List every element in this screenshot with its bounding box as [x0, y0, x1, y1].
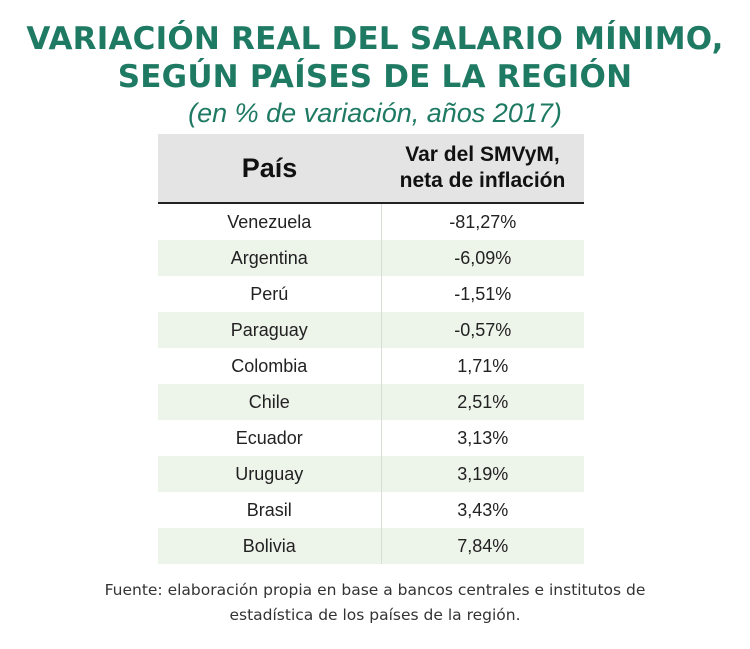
column-header-country: País — [158, 134, 381, 204]
cell-value: 3,19% — [381, 456, 584, 492]
cell-value: -0,57% — [381, 312, 584, 348]
cell-country: Uruguay — [158, 456, 382, 492]
table-header-row: País Var del SMVyM, neta de inflación — [158, 134, 584, 204]
column-header-value-line-1: Var del SMVyM, — [405, 143, 560, 166]
cell-country: Venezuela — [158, 203, 382, 240]
cell-value: -1,51% — [381, 276, 584, 312]
cell-country: Perú — [158, 276, 382, 312]
cell-country: Ecuador — [158, 420, 382, 456]
table-row: Bolivia 7,84% — [158, 528, 584, 564]
column-header-value-line-2: neta de inflación — [399, 169, 566, 192]
cell-country: Chile — [158, 384, 382, 420]
table-row: Uruguay 3,19% — [158, 456, 584, 492]
cell-value: 3,13% — [381, 420, 584, 456]
table-row: Argentina -6,09% — [158, 240, 584, 276]
table-row: Ecuador 3,13% — [158, 420, 584, 456]
source-note-line-1: Fuente: elaboración propia en base a ban… — [104, 581, 646, 599]
cell-country: Brasil — [158, 492, 382, 528]
cell-country: Paraguay — [158, 312, 382, 348]
table-row: Paraguay -0,57% — [158, 312, 584, 348]
cell-value: 2,51% — [381, 384, 584, 420]
cell-value: -81,27% — [381, 203, 584, 240]
table-row: Brasil 3,43% — [158, 492, 584, 528]
chart-title-line-2: SEGÚN PAÍSES DE LA REGIÓN — [117, 59, 633, 95]
chart-title-line-1: VARIACIÓN REAL DEL SALARIO MÍNIMO, — [26, 21, 724, 57]
cell-country: Colombia — [158, 348, 382, 384]
cell-value: 3,43% — [381, 492, 584, 528]
column-header-value: Var del SMVyM, neta de inflación — [381, 134, 584, 204]
table-row: Chile 2,51% — [158, 384, 584, 420]
table-row: Colombia 1,71% — [158, 348, 584, 384]
cell-value: 1,71% — [381, 348, 584, 384]
cell-country: Bolivia — [158, 528, 382, 564]
chart-subtitle: (en % de variación, años 2017) — [188, 98, 562, 128]
source-note-line-2: estadística de los países de la región. — [229, 606, 521, 624]
cell-country: Argentina — [158, 240, 382, 276]
cell-value: 7,84% — [381, 528, 584, 564]
salary-variation-table: País Var del SMVyM, neta de inflación Ve… — [158, 134, 584, 564]
table-row: Perú -1,51% — [158, 276, 584, 312]
cell-value: -6,09% — [381, 240, 584, 276]
table-row: Venezuela -81,27% — [158, 203, 584, 240]
table-body: Venezuela -81,27% Argentina -6,09% Perú -1,51… — [158, 203, 584, 564]
